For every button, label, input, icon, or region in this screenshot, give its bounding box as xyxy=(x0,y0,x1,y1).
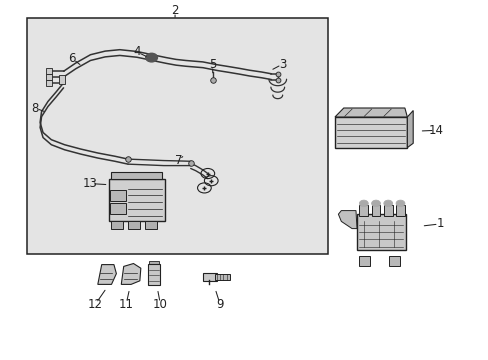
Text: 4: 4 xyxy=(133,45,141,58)
Circle shape xyxy=(145,53,157,62)
Text: 10: 10 xyxy=(153,298,167,311)
Bar xyxy=(108,179,164,221)
Text: 2: 2 xyxy=(171,4,179,17)
Polygon shape xyxy=(98,265,116,284)
Bar xyxy=(145,221,157,229)
Text: 7: 7 xyxy=(174,154,182,167)
Bar xyxy=(111,221,123,229)
Bar xyxy=(148,261,159,265)
Bar xyxy=(59,75,65,84)
Bar xyxy=(383,205,392,216)
Bar xyxy=(388,256,399,266)
Text: 11: 11 xyxy=(119,298,133,311)
Text: 14: 14 xyxy=(428,124,443,137)
Bar xyxy=(128,221,140,229)
Bar xyxy=(46,74,52,80)
Bar xyxy=(356,214,405,250)
Bar xyxy=(109,190,125,201)
Text: 3: 3 xyxy=(278,58,286,71)
Bar xyxy=(215,274,229,280)
Circle shape xyxy=(371,200,380,207)
Bar xyxy=(371,205,380,216)
Circle shape xyxy=(359,200,367,207)
Text: 6: 6 xyxy=(68,52,76,65)
Bar xyxy=(27,18,327,254)
Bar xyxy=(203,273,216,281)
Text: 13: 13 xyxy=(83,177,98,190)
Bar xyxy=(147,264,160,285)
Bar xyxy=(359,256,369,266)
Circle shape xyxy=(395,200,404,207)
Polygon shape xyxy=(121,264,141,284)
Text: 5: 5 xyxy=(208,58,216,71)
Circle shape xyxy=(383,200,392,207)
Bar xyxy=(359,205,367,216)
Polygon shape xyxy=(407,111,412,148)
Text: 8: 8 xyxy=(31,102,39,114)
Text: 9: 9 xyxy=(216,298,224,311)
Text: 12: 12 xyxy=(88,298,102,311)
Polygon shape xyxy=(334,108,407,117)
Bar xyxy=(111,172,162,179)
Bar xyxy=(46,80,52,86)
Bar xyxy=(395,205,404,216)
Bar xyxy=(334,117,407,148)
Polygon shape xyxy=(338,211,356,229)
Text: 1: 1 xyxy=(435,217,443,230)
Bar xyxy=(109,203,125,214)
Bar xyxy=(46,68,52,74)
